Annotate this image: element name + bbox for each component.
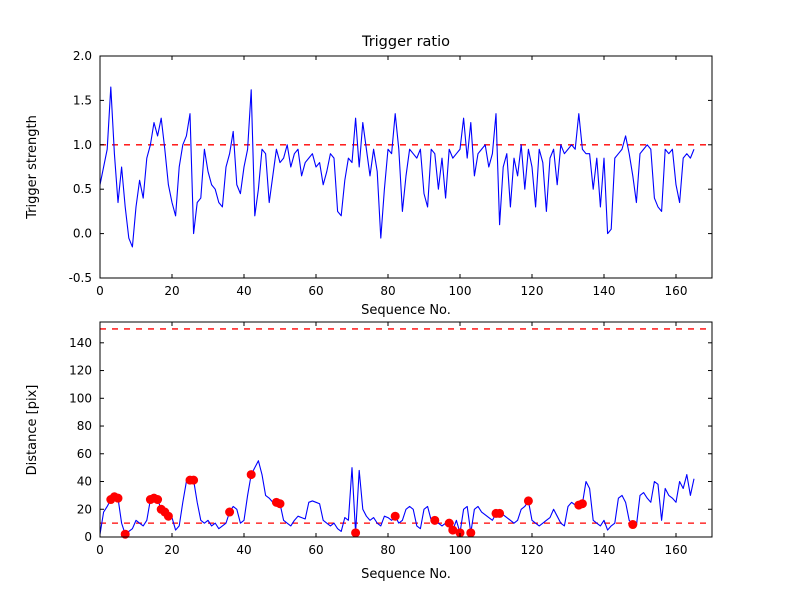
svg-text:140: 140: [69, 336, 92, 350]
svg-text:60: 60: [308, 543, 323, 557]
svg-text:2.0: 2.0: [73, 49, 92, 63]
svg-text:120: 120: [521, 284, 544, 298]
svg-text:0.0: 0.0: [73, 227, 92, 241]
top-plot: 0 20 40 60 80 100 120 140 160 -0.5 0.0 0.5 1.0 1.5 2.0: [69, 49, 713, 298]
svg-text:20: 20: [164, 543, 179, 557]
svg-text:60: 60: [308, 284, 323, 298]
svg-text:20: 20: [77, 502, 92, 516]
svg-text:60: 60: [77, 447, 92, 461]
svg-text:80: 80: [380, 284, 395, 298]
svg-text:140: 140: [593, 284, 616, 298]
svg-text:1.5: 1.5: [73, 93, 92, 107]
svg-text:0: 0: [96, 284, 104, 298]
svg-text:160: 160: [665, 284, 688, 298]
svg-text:100: 100: [449, 543, 472, 557]
svg-text:-0.5: -0.5: [69, 271, 92, 285]
bottom-yaxis-label: Distance [pix]: [25, 385, 40, 476]
svg-text:160: 160: [665, 543, 688, 557]
top-yaxis-label: Trigger strength: [25, 115, 40, 220]
svg-text:100: 100: [69, 391, 92, 405]
svg-text:40: 40: [236, 284, 251, 298]
svg-text:0: 0: [84, 530, 92, 544]
svg-text:1.0: 1.0: [73, 138, 92, 152]
svg-text:40: 40: [77, 475, 92, 489]
svg-text:0: 0: [96, 543, 104, 557]
bottom-plot: 0 20 40 60 80 100 120 140 160 0 20 40 60 80 100 120 140: [69, 321, 713, 557]
svg-text:140: 140: [593, 543, 616, 557]
top-chart-title: Trigger ratio: [361, 34, 450, 50]
svg-text:20: 20: [164, 284, 179, 298]
svg-text:40: 40: [236, 543, 251, 557]
svg-text:80: 80: [77, 419, 92, 433]
svg-text:120: 120: [521, 543, 544, 557]
svg-text:0.5: 0.5: [73, 182, 92, 196]
svg-text:120: 120: [69, 364, 92, 378]
svg-text:80: 80: [380, 543, 395, 557]
bottom-xaxis-label: Sequence No.: [361, 567, 451, 582]
top-xaxis-label: Sequence No.: [361, 303, 451, 318]
svg-text:100: 100: [449, 284, 472, 298]
